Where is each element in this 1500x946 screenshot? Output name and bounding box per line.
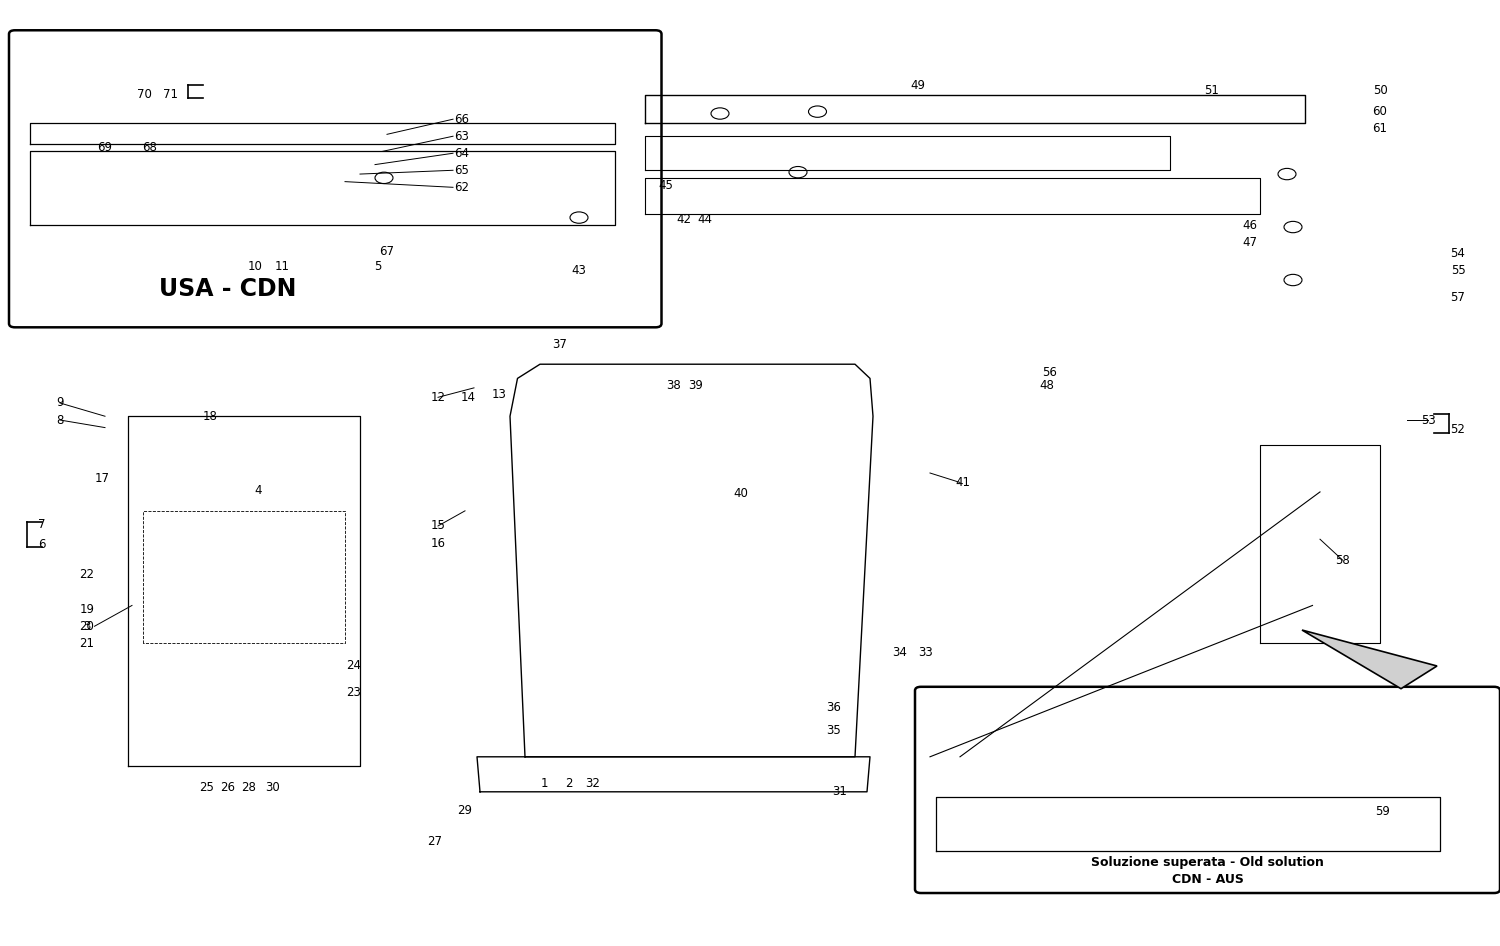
Text: 42: 42: [676, 213, 692, 226]
Text: 4: 4: [254, 483, 261, 497]
Text: 65: 65: [454, 164, 470, 177]
Text: 68: 68: [142, 141, 158, 154]
Text: 23: 23: [346, 686, 362, 699]
Text: 17: 17: [94, 472, 110, 485]
Text: CDN - AUS: CDN - AUS: [1172, 873, 1244, 886]
Polygon shape: [1302, 630, 1437, 689]
Text: Soluzione superata - Old solution: Soluzione superata - Old solution: [1090, 856, 1324, 869]
Text: 48: 48: [1040, 379, 1054, 393]
Text: 28: 28: [242, 780, 256, 794]
Text: 43: 43: [572, 264, 586, 277]
Text: 25: 25: [200, 780, 214, 794]
Text: 38: 38: [666, 379, 681, 393]
Text: 3: 3: [84, 620, 90, 633]
Text: 62: 62: [454, 181, 470, 194]
Text: 14: 14: [460, 391, 476, 404]
Text: 15: 15: [430, 519, 445, 533]
Text: 16: 16: [430, 536, 445, 550]
Text: 29: 29: [458, 804, 472, 817]
Text: 50: 50: [1372, 84, 1388, 97]
Text: 10: 10: [248, 260, 262, 273]
Text: 61: 61: [1372, 122, 1388, 135]
Text: 60: 60: [1372, 105, 1388, 118]
Text: 27: 27: [427, 835, 442, 849]
Text: 22: 22: [80, 568, 94, 581]
Text: 41: 41: [956, 476, 970, 489]
Text: 6: 6: [39, 538, 45, 552]
Text: 34: 34: [892, 646, 908, 659]
Text: 49: 49: [910, 79, 926, 92]
Text: 69: 69: [98, 141, 112, 154]
Text: 37: 37: [552, 338, 567, 351]
Text: 33: 33: [918, 646, 933, 659]
Text: 24: 24: [346, 659, 362, 673]
Text: 18: 18: [202, 410, 217, 423]
FancyBboxPatch shape: [915, 687, 1500, 893]
Text: 8: 8: [57, 413, 63, 427]
Text: 21: 21: [80, 637, 94, 650]
Text: 55: 55: [1450, 264, 1466, 277]
Text: 11: 11: [274, 260, 290, 273]
Text: 20: 20: [80, 620, 94, 633]
Text: 70: 70: [136, 88, 152, 101]
Text: 19: 19: [80, 603, 94, 616]
Text: 59: 59: [1376, 805, 1390, 818]
Text: USA - CDN: USA - CDN: [159, 277, 297, 302]
Text: 39: 39: [688, 379, 703, 393]
Text: 56: 56: [1042, 366, 1058, 379]
Text: 32: 32: [585, 777, 600, 790]
Text: 7: 7: [39, 517, 45, 531]
Text: 44: 44: [698, 213, 712, 226]
Text: 71: 71: [164, 88, 178, 101]
Text: 40: 40: [734, 487, 748, 500]
Text: 53: 53: [1420, 413, 1436, 427]
Text: 12: 12: [430, 391, 445, 404]
Text: 57: 57: [1450, 290, 1466, 304]
Text: 64: 64: [454, 147, 470, 160]
Text: 13: 13: [492, 388, 507, 401]
Text: 36: 36: [827, 701, 842, 714]
Text: 67: 67: [380, 245, 394, 258]
FancyBboxPatch shape: [9, 30, 662, 327]
Text: 47: 47: [1242, 236, 1257, 249]
Text: 46: 46: [1242, 219, 1257, 232]
Text: 52: 52: [1450, 423, 1466, 436]
Text: 31: 31: [833, 785, 848, 798]
Text: 2: 2: [564, 777, 573, 790]
Text: 66: 66: [454, 113, 470, 126]
Text: 35: 35: [827, 724, 842, 737]
Text: 63: 63: [454, 130, 470, 143]
Text: 1: 1: [540, 777, 549, 790]
Text: 30: 30: [266, 780, 280, 794]
Text: 26: 26: [220, 780, 236, 794]
Text: 45: 45: [658, 179, 674, 192]
Text: 5: 5: [375, 260, 381, 273]
Text: 54: 54: [1450, 247, 1466, 260]
Text: 58: 58: [1335, 553, 1350, 567]
Text: 9: 9: [57, 396, 63, 410]
Text: 51: 51: [1204, 84, 1219, 97]
